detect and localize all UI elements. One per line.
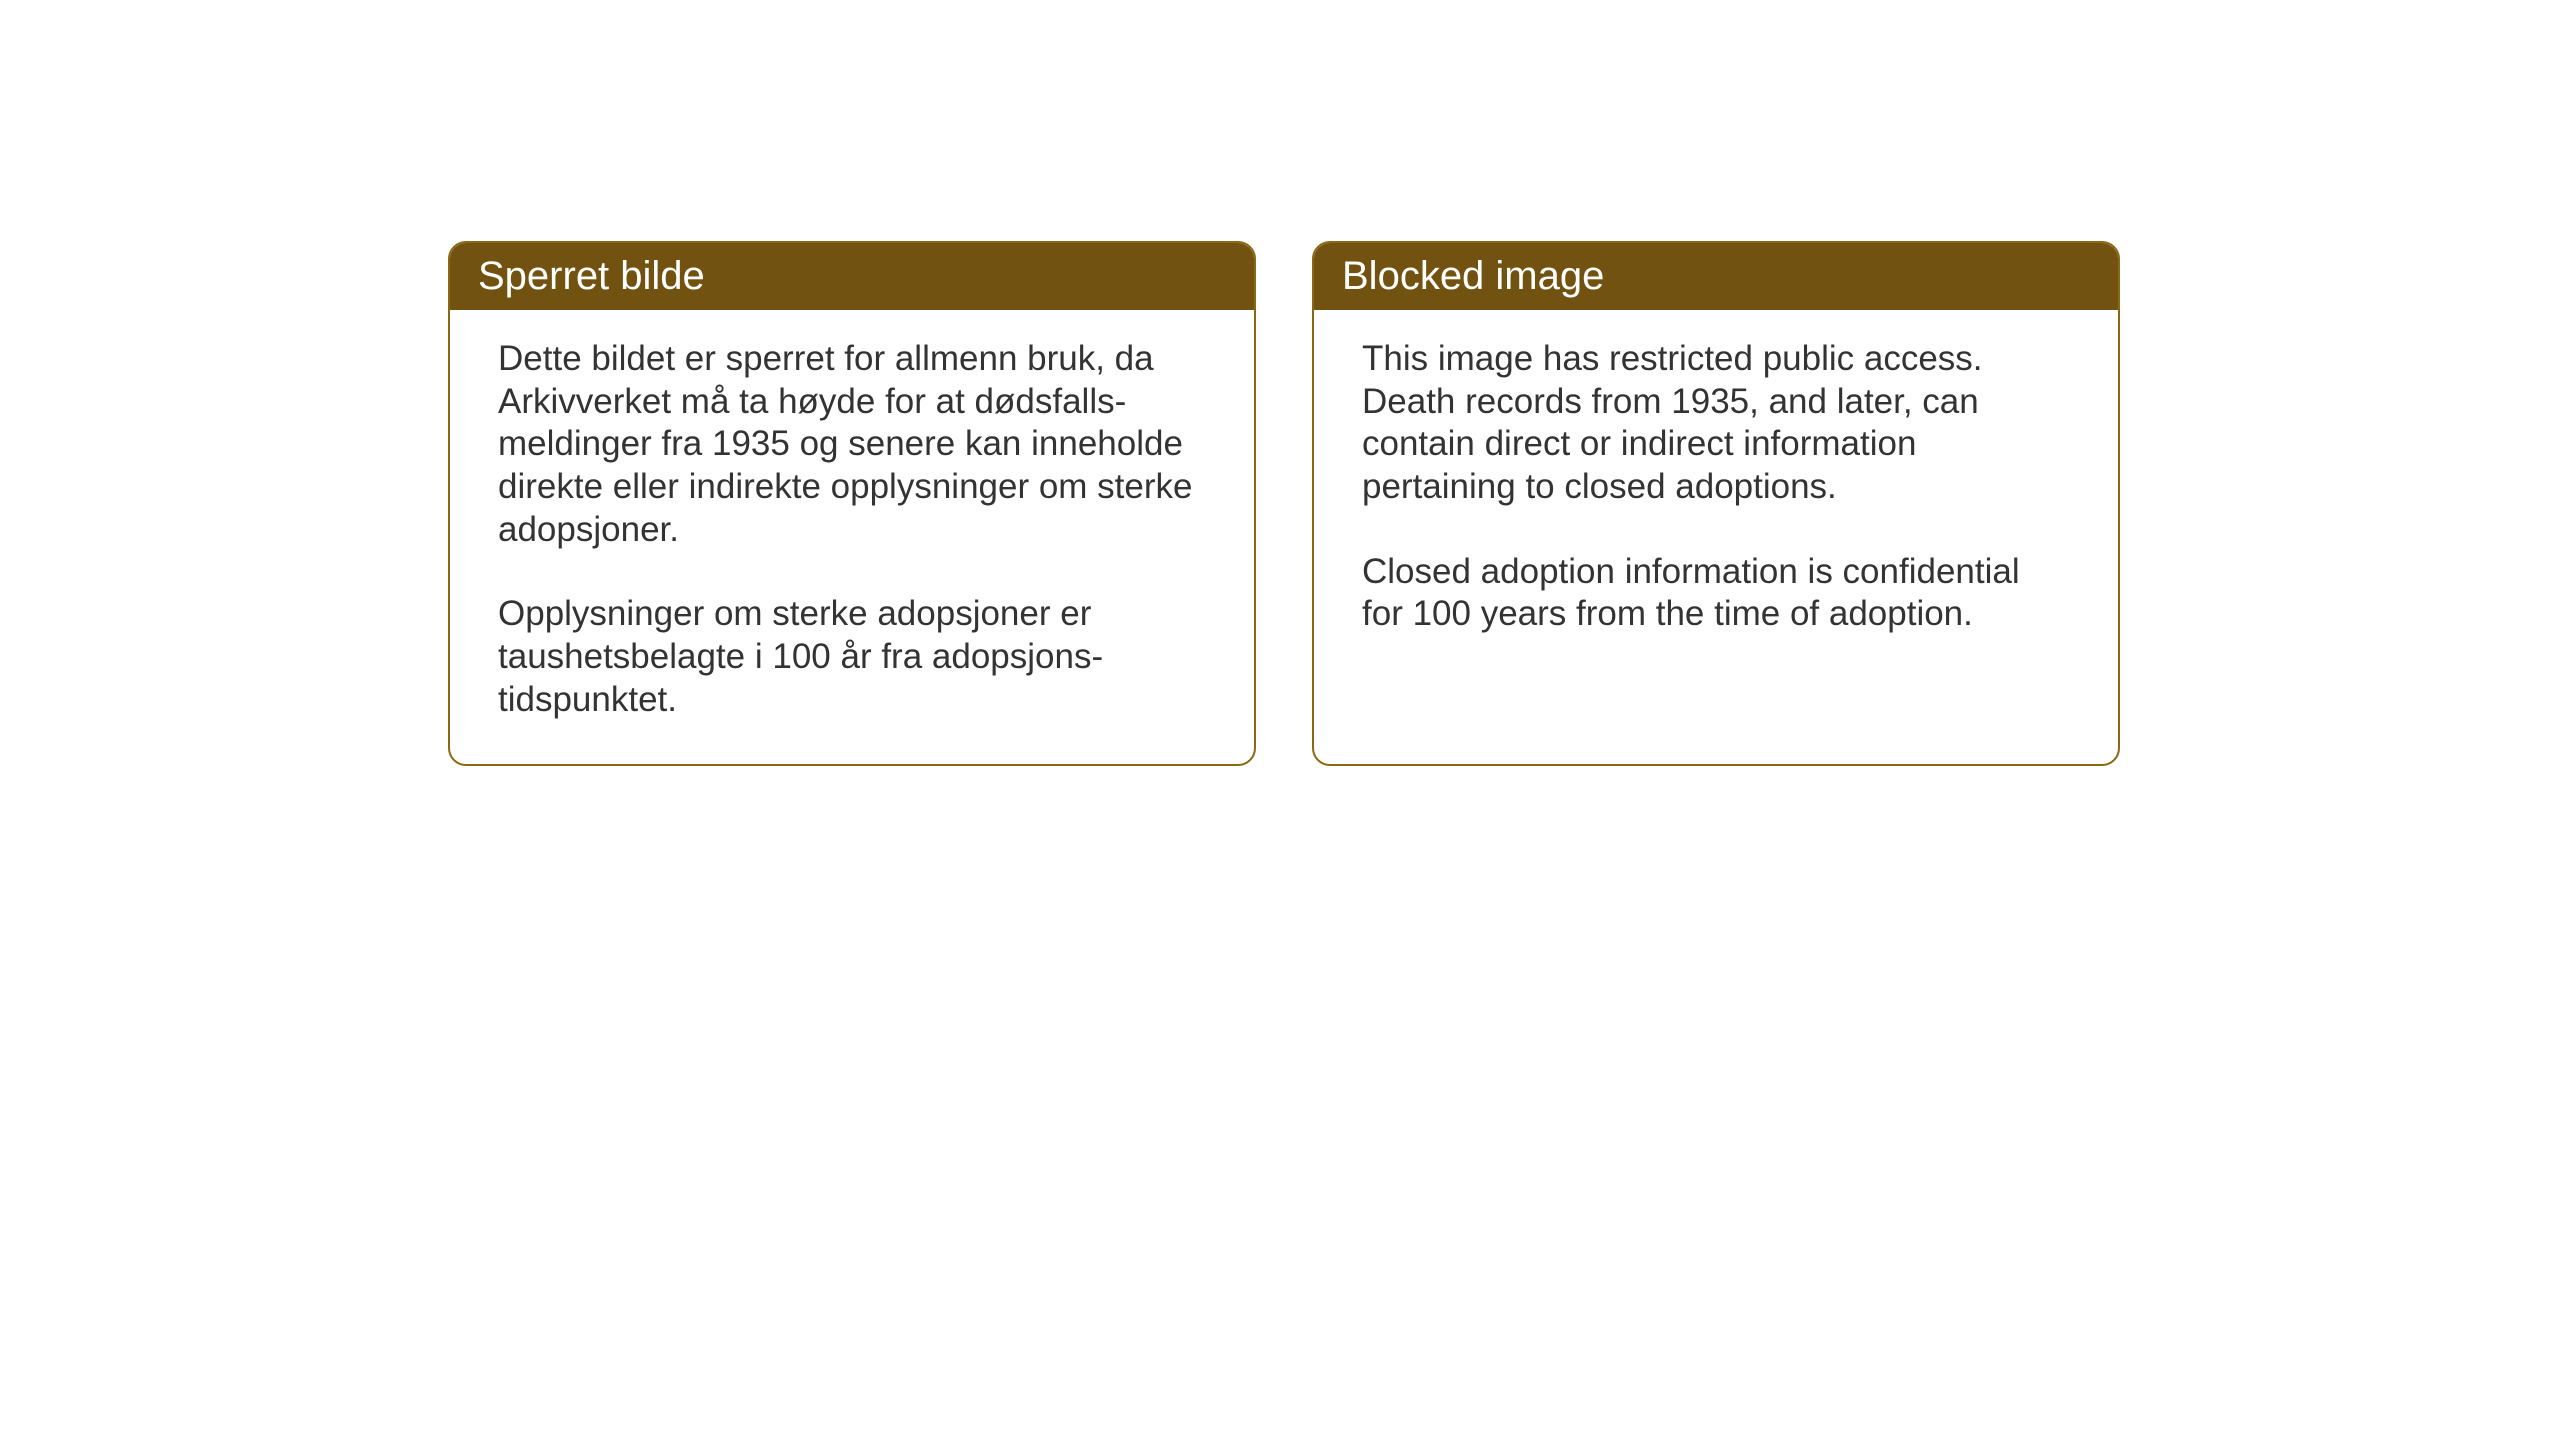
norwegian-paragraph-1: Dette bildet er sperret for allmenn bruk…: [498, 338, 1206, 551]
english-notice-card: Blocked image This image has restricted …: [1312, 241, 2120, 766]
notice-cards-container: Sperret bilde Dette bildet er sperret fo…: [448, 241, 2120, 766]
english-card-title: Blocked image: [1314, 243, 2118, 310]
english-paragraph-2: Closed adoption information is confident…: [1362, 551, 2070, 636]
english-card-body: This image has restricted public access.…: [1314, 310, 2118, 678]
norwegian-card-body: Dette bildet er sperret for allmenn bruk…: [450, 310, 1254, 764]
norwegian-notice-card: Sperret bilde Dette bildet er sperret fo…: [448, 241, 1256, 766]
norwegian-paragraph-2: Opplysninger om sterke adopsjoner er tau…: [498, 593, 1206, 721]
norwegian-card-title: Sperret bilde: [450, 243, 1254, 310]
english-paragraph-1: This image has restricted public access.…: [1362, 338, 2070, 509]
